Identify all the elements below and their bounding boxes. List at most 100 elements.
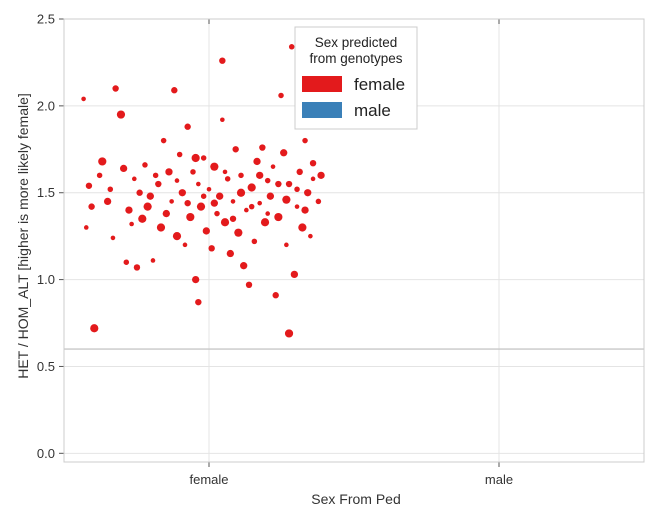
x-tick-label-female: female <box>189 472 228 487</box>
data-point <box>116 110 126 119</box>
data-point <box>136 189 143 196</box>
data-point <box>131 176 137 182</box>
data-point <box>155 180 162 188</box>
data-point <box>191 153 200 163</box>
data-point <box>169 199 174 204</box>
data-point <box>226 249 234 258</box>
data-point <box>285 180 293 188</box>
data-point <box>133 264 141 271</box>
data-point <box>232 146 239 153</box>
data-point <box>156 223 166 232</box>
data-point <box>202 227 210 235</box>
y-axis-label: HET / HOM_ALT [higher is more likely fem… <box>15 93 31 379</box>
x-gridlines <box>208 19 500 462</box>
data-point <box>219 57 226 64</box>
legend: Sex predicted from genotypes female male <box>294 26 418 130</box>
data-point <box>220 117 225 123</box>
data-point <box>123 259 130 265</box>
data-point <box>165 168 173 176</box>
legend-swatch-female <box>302 76 342 92</box>
y-tick-label: 2.0 <box>37 98 55 113</box>
data-point <box>284 329 294 338</box>
data-point <box>184 123 191 130</box>
data-point <box>112 85 119 92</box>
data-point <box>266 192 275 200</box>
data-point <box>200 193 207 199</box>
data-point <box>244 207 249 213</box>
data-point <box>260 218 270 227</box>
data-point <box>143 202 152 211</box>
data-point <box>200 155 207 161</box>
data-point <box>256 171 264 180</box>
data-point <box>315 198 322 205</box>
data-point <box>107 186 114 193</box>
data-point <box>317 171 325 180</box>
data-point <box>210 162 219 171</box>
data-point <box>275 180 282 188</box>
data-point <box>288 44 295 50</box>
data-point <box>98 157 107 166</box>
data-point <box>182 242 188 248</box>
data-point <box>278 92 284 99</box>
data-point <box>190 169 196 175</box>
data-point <box>304 189 312 197</box>
data-point <box>308 233 313 239</box>
data-point <box>270 164 276 169</box>
data-point <box>234 228 243 237</box>
data-point <box>245 281 253 288</box>
data-point <box>294 186 300 193</box>
data-point <box>162 209 170 218</box>
data-point <box>186 212 195 222</box>
data-point <box>110 235 116 241</box>
legend-title-line-2: from genotypes <box>309 51 402 66</box>
data-point <box>172 232 182 241</box>
x-axis-ticks: female male <box>189 19 513 487</box>
data-point <box>238 172 244 179</box>
data-point <box>310 176 316 182</box>
data-point <box>309 159 317 167</box>
plot-area-border <box>63 18 645 463</box>
y-tick-label: 2.5 <box>37 12 55 27</box>
data-point <box>247 183 256 192</box>
data-point <box>282 195 291 204</box>
legend-label-male: male <box>354 101 391 120</box>
data-point <box>129 221 134 227</box>
data-point <box>265 211 270 216</box>
data-point <box>83 225 89 230</box>
data-point <box>206 186 212 192</box>
data-point <box>196 181 201 187</box>
x-tick-label-male: male <box>485 472 513 487</box>
data-point <box>216 192 224 200</box>
data-point <box>195 298 202 306</box>
data-point <box>257 200 262 206</box>
data-point <box>90 324 99 333</box>
data-point <box>142 162 148 168</box>
data-point <box>259 144 266 151</box>
y-tick-label: 0.5 <box>37 359 55 374</box>
data-point <box>290 270 299 279</box>
y-tick-label: 1.5 <box>37 185 55 200</box>
data-point <box>96 172 103 179</box>
data-point <box>146 192 154 200</box>
data-point <box>81 96 86 102</box>
data-point <box>294 204 300 209</box>
data-point <box>251 238 258 245</box>
data-point <box>301 206 309 214</box>
data-point <box>272 292 279 299</box>
data-point <box>184 199 191 207</box>
data-point <box>196 202 206 211</box>
data-point <box>236 188 246 197</box>
data-point <box>264 177 271 184</box>
data-point <box>174 178 180 183</box>
data-point <box>85 182 93 189</box>
data-point <box>280 149 288 157</box>
data-point <box>298 223 307 232</box>
data-point <box>119 164 128 173</box>
data-point <box>253 157 261 166</box>
data-point <box>178 189 186 197</box>
data-point <box>88 203 95 210</box>
data-point <box>229 215 237 222</box>
data-point <box>222 169 228 175</box>
data-point <box>230 199 236 204</box>
data-point <box>214 210 220 217</box>
